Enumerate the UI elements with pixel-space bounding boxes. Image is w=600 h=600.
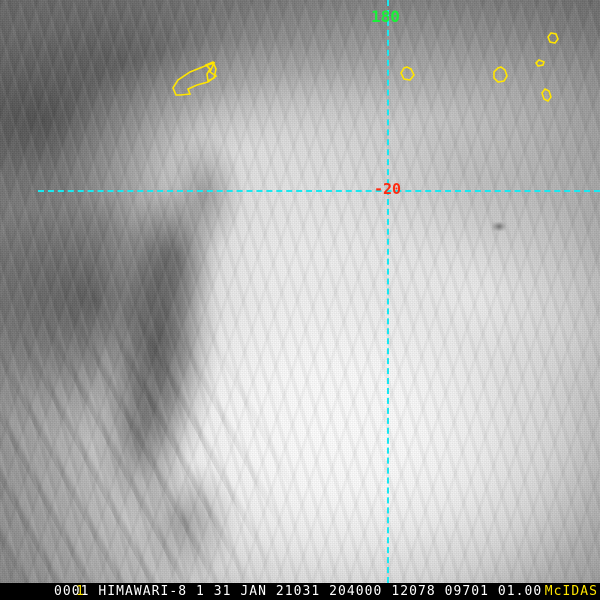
satellite-dark-cloud-spot: [492, 222, 506, 231]
longitude-gridline: [387, 0, 389, 583]
island-outline-tiny-east: [534, 59, 545, 67]
coastline-polygons: [172, 32, 559, 103]
island-outline-upper-right: [547, 32, 559, 44]
mcidas-brand-label: McIDAS: [544, 584, 598, 599]
banner-metadata-text: 0001 HIMAWARI-8 1 31 JAN 21031 204000 12…: [54, 584, 543, 599]
island-outline-west-small: [400, 66, 415, 81]
island-outline-lower-east: [541, 87, 552, 103]
image-annotation-banner: 0001 HIMAWARI-8 1 31 JAN 21031 204000 12…: [0, 583, 600, 600]
island-outline-northwest-hook: [204, 60, 217, 83]
latitude-gridline: [38, 190, 600, 192]
island-outline-northwest: [172, 61, 218, 96]
latitude-label: -20: [374, 180, 402, 198]
longitude-label: 180: [371, 7, 400, 26]
island-outline-center-ring: [493, 66, 508, 83]
banner-frame-prefix-digit: 1: [76, 584, 84, 599]
